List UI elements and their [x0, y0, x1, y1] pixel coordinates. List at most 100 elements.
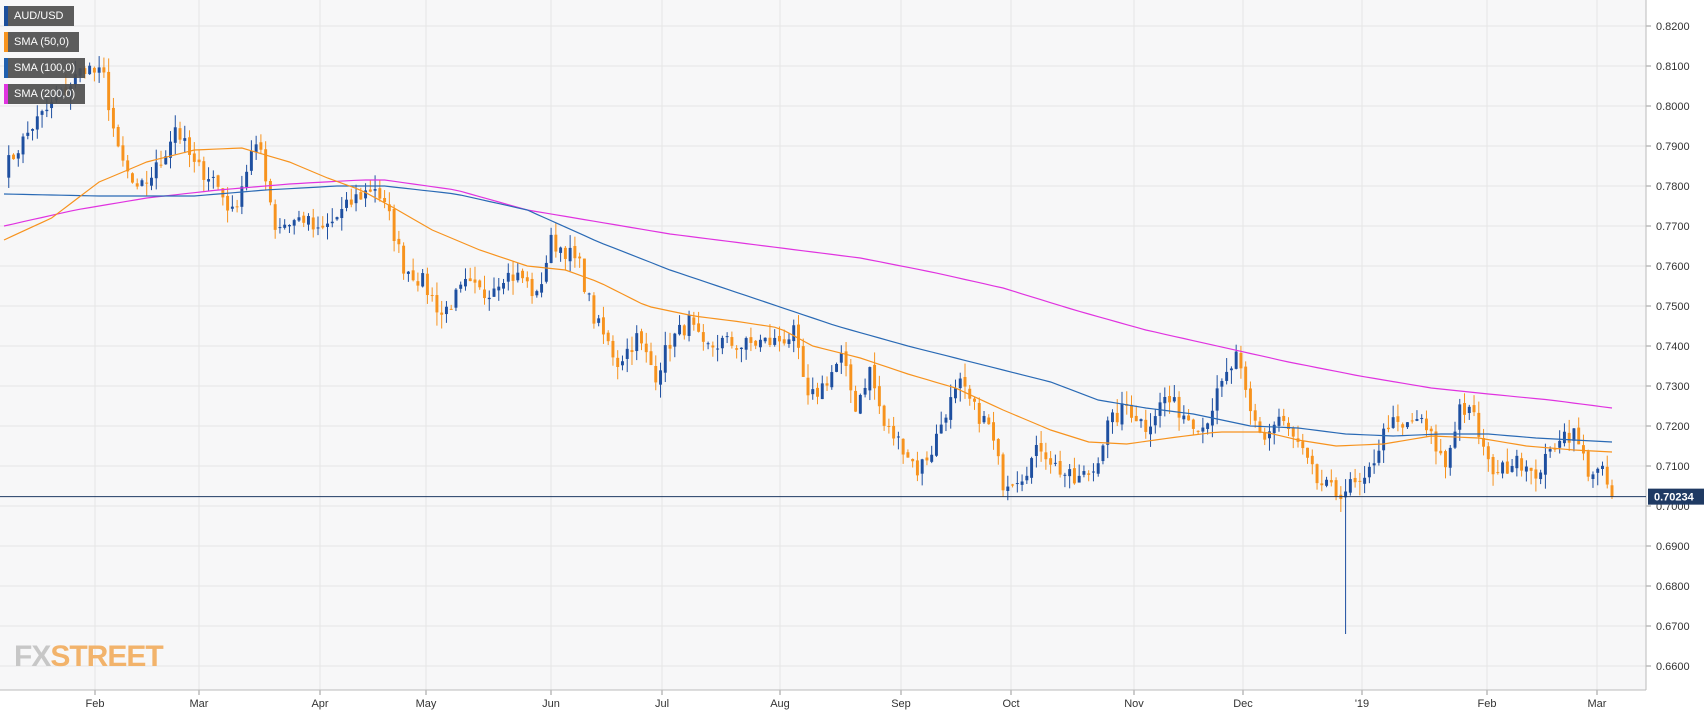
legend-item-sma50[interactable]: SMA (50,0): [4, 32, 85, 52]
x-tick-label: Jul: [655, 698, 669, 710]
candle-body: [1372, 463, 1376, 466]
candle-body: [45, 109, 49, 112]
candle-body: [1505, 461, 1509, 474]
candle-body: [1310, 455, 1314, 465]
candle-body: [259, 142, 263, 150]
candle-body: [1453, 431, 1457, 448]
x-tick-label: Feb: [1478, 698, 1497, 710]
candle-body: [230, 206, 234, 209]
candle-body: [663, 345, 667, 373]
x-tick-label: Aug: [770, 698, 790, 710]
candle-body: [1520, 458, 1524, 471]
candle-body: [345, 199, 349, 208]
candle-body: [811, 389, 815, 395]
legend-label: SMA (50,0): [8, 32, 80, 52]
candle-body: [1348, 479, 1352, 493]
candle-body: [326, 223, 329, 227]
candle-body: [716, 348, 720, 350]
candle-body: [563, 247, 567, 259]
candle-body: [1472, 405, 1476, 413]
candle-body: [530, 278, 534, 297]
candle-body: [1363, 477, 1367, 484]
candle-body: [502, 282, 505, 289]
candle-body: [140, 180, 144, 186]
candle-body: [506, 272, 510, 282]
logo-text-right: STREET: [50, 640, 163, 673]
candle-body: [335, 217, 339, 220]
candle-body: [1496, 472, 1500, 474]
candle-body: [416, 281, 420, 286]
legend-item-sma100[interactable]: SMA (100,0): [4, 58, 86, 78]
candle-body: [1153, 416, 1157, 426]
candle-body: [777, 335, 781, 342]
candle-body: [126, 160, 130, 172]
candle-body: [354, 194, 358, 204]
candle-body: [1282, 415, 1286, 422]
candle-body: [1548, 449, 1552, 452]
y-tick-label: 0.7700: [1656, 221, 1690, 233]
candle-body: [1134, 415, 1138, 422]
candle-body: [1534, 469, 1538, 479]
candle-body: [1229, 368, 1233, 371]
candle-body: [544, 262, 548, 282]
candle-body: [183, 138, 187, 141]
legend-swatch: [4, 6, 8, 26]
candle-body: [668, 344, 672, 349]
x-tick-label: Sep: [891, 698, 911, 710]
candle-body: [154, 162, 158, 179]
candle-body: [1444, 451, 1447, 468]
candle-body: [1596, 468, 1600, 473]
candle-body: [706, 343, 710, 345]
candle-body: [1325, 479, 1329, 486]
candle-body: [302, 215, 306, 223]
candle-body: [235, 206, 239, 208]
candle-body: [844, 351, 848, 366]
sma50-line: [3, 147, 1613, 453]
candle-body: [88, 65, 92, 75]
candle-body: [644, 343, 648, 353]
legend-item-audusd[interactable]: AUD/USD: [4, 6, 85, 26]
sma100-line: [3, 185, 1613, 443]
candle-body: [1277, 416, 1281, 426]
candle-body: [1234, 351, 1238, 369]
candle-body: [1415, 419, 1419, 421]
candle-body: [107, 71, 111, 111]
candle-body: [640, 331, 643, 344]
candle-body: [692, 317, 696, 325]
candle-body: [1130, 404, 1133, 418]
candle-body: [1429, 428, 1433, 432]
candle-body: [359, 192, 363, 200]
x-tick-label: Jun: [542, 698, 560, 710]
candle-body: [568, 247, 572, 262]
legend-swatch: [4, 58, 8, 78]
candle-body: [654, 366, 658, 383]
candle-body: [987, 417, 991, 425]
candle-body: [892, 425, 896, 439]
candle-body: [173, 127, 177, 143]
candle-body: [483, 289, 486, 299]
candle-body: [1220, 381, 1224, 387]
candle-body: [497, 286, 501, 291]
candle-body: [1244, 366, 1248, 390]
candle-body: [207, 179, 211, 182]
candle-body: [283, 224, 287, 228]
y-tick-label: 0.8200: [1656, 21, 1690, 33]
y-axis-area: [1646, 0, 1707, 712]
candle-body: [1263, 432, 1267, 440]
candle-body: [1163, 396, 1167, 404]
candle-body: [297, 217, 301, 221]
candle-body: [1386, 427, 1390, 430]
x-tick-label: Mar: [190, 698, 209, 710]
candle-body: [7, 155, 11, 178]
candle-body: [1320, 483, 1324, 486]
candle-body: [478, 280, 482, 288]
candle-body: [1539, 472, 1543, 480]
candle-body: [901, 438, 905, 455]
candle-body: [535, 291, 539, 296]
candle-body: [1482, 438, 1486, 447]
candle-body: [292, 220, 296, 226]
legend-item-sma200[interactable]: SMA (200,0): [4, 84, 86, 104]
candle-body: [387, 204, 391, 212]
candle-body: [340, 208, 344, 219]
